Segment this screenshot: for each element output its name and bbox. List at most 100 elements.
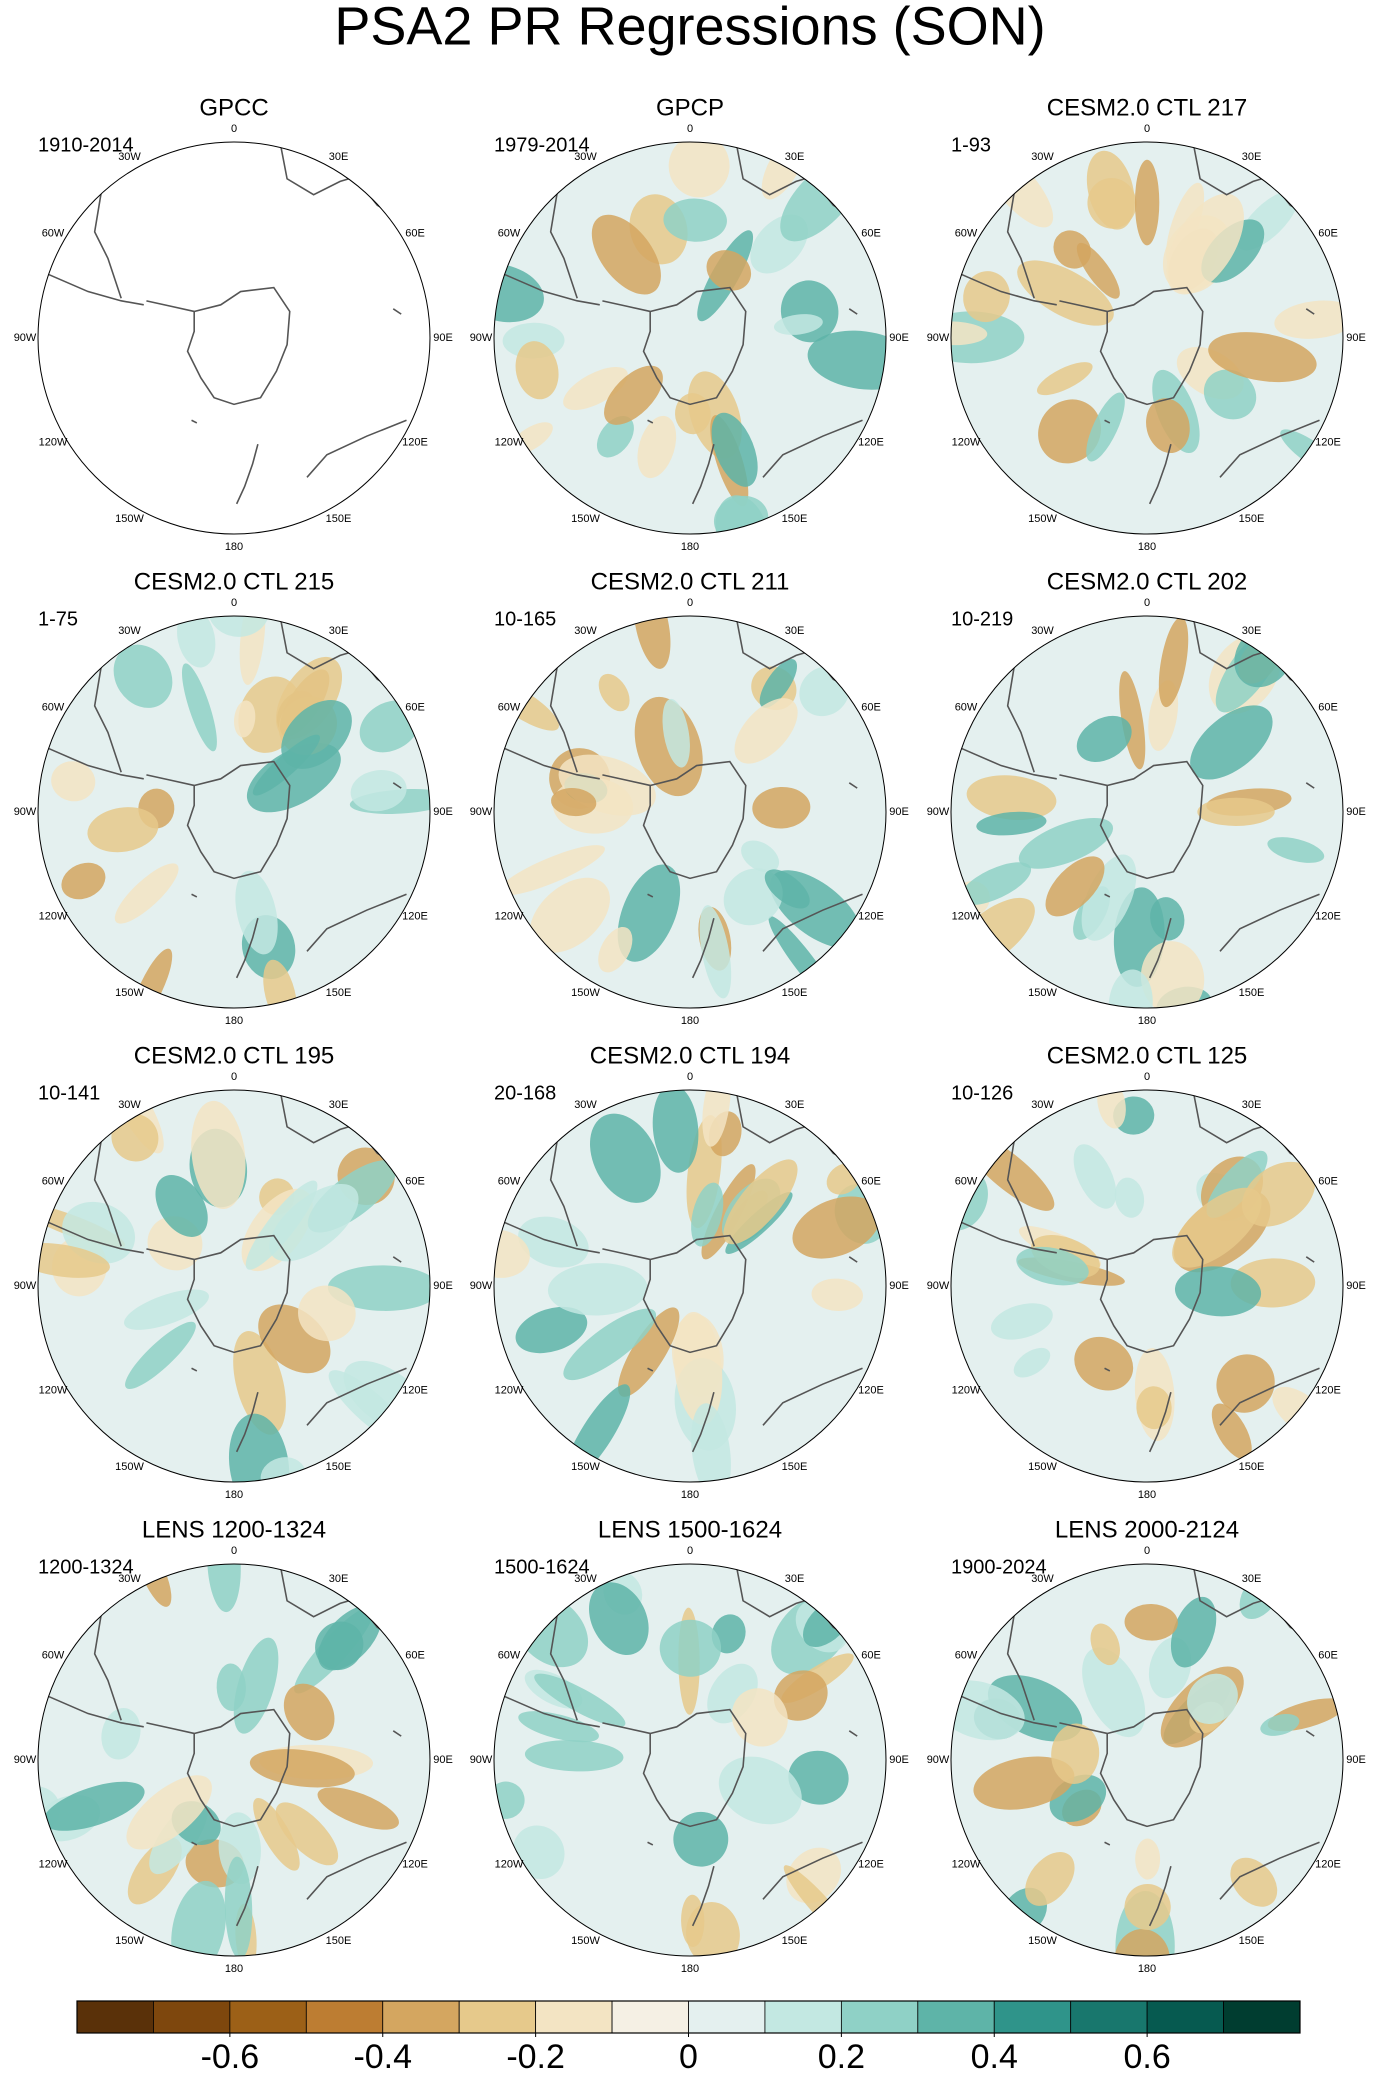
coastline [1219, 1367, 1320, 1426]
coastline [647, 1367, 654, 1372]
colorbar-box [917, 2000, 995, 2034]
colorbar-box [535, 2000, 613, 2034]
longitude-label: 120W [952, 910, 981, 922]
longitude-label: 120W [495, 910, 524, 922]
colorbar-tick-label: -0.4 [353, 2038, 412, 2076]
shading [563, 366, 628, 411]
shading [792, 1196, 881, 1259]
longitude-label: 150E [782, 987, 808, 999]
coastline [1219, 1841, 1320, 1900]
shading [1208, 332, 1317, 383]
map-border [493, 1563, 887, 1957]
shading [752, 786, 811, 829]
shading [233, 1637, 279, 1734]
shading [534, 1673, 626, 1727]
coastlines [47, 1564, 407, 1927]
panel-title: CESM2.0 CTL 125 [1047, 1042, 1248, 1069]
map [38, 616, 430, 1008]
colorbar-box [382, 2000, 460, 2034]
coastlines [47, 1090, 407, 1453]
shading [263, 959, 297, 1008]
shading [515, 1306, 588, 1354]
colorbar-box [1070, 2000, 1148, 2034]
map-border [37, 615, 431, 1009]
coastline [960, 1221, 1057, 1254]
shading [1124, 1883, 1171, 1930]
shading [1150, 897, 1185, 941]
coastline [1099, 1708, 1204, 1828]
coastline [191, 419, 198, 424]
shading [1053, 230, 1091, 269]
coastline [691, 443, 715, 505]
shading [563, 1308, 657, 1381]
longitude-label: 90W [14, 332, 37, 344]
coastline [1099, 1234, 1204, 1354]
coastline [191, 893, 198, 898]
longitude-label: 60E [405, 1649, 425, 1661]
coastline [691, 1865, 715, 1927]
shading [1124, 1603, 1178, 1641]
shading [177, 616, 216, 668]
colorbar-tick-label: 0 [679, 2038, 698, 2076]
colorbar-tick-label: 0.4 [971, 2038, 1018, 2076]
longitude-label: 90W [470, 332, 493, 344]
coastline [146, 1722, 195, 1735]
shading [1267, 837, 1325, 863]
coastline [1104, 1367, 1111, 1372]
longitude-label: 60W [498, 701, 521, 713]
colorbar-box [764, 2000, 842, 2034]
shading [1017, 260, 1114, 326]
coastline [1059, 774, 1108, 787]
shading [788, 1750, 849, 1805]
longitude-label: 60E [405, 701, 425, 713]
shading [114, 863, 179, 924]
shading [1114, 1928, 1170, 1956]
shading [101, 1708, 141, 1760]
shading [207, 616, 270, 637]
shading [269, 1183, 359, 1262]
coastline [146, 1248, 195, 1261]
shading [1114, 1177, 1145, 1218]
coastline [235, 917, 259, 979]
map-border [950, 1563, 1344, 1957]
shading [1076, 715, 1132, 762]
shading [1045, 856, 1105, 917]
longitude-label: 90E [889, 1280, 909, 1292]
map-border [493, 141, 887, 535]
shading [966, 775, 1057, 820]
coastline [146, 774, 195, 787]
coastline [392, 782, 402, 789]
shading [181, 663, 217, 752]
longitude-label: 0 [1144, 597, 1150, 609]
shading [663, 198, 727, 242]
longitude-label: 60W [498, 1649, 521, 1661]
longitude-label: 150W [571, 513, 600, 525]
shading [976, 811, 1047, 836]
map-background [38, 142, 430, 534]
longitude-label: 30E [785, 1573, 805, 1585]
coastline [306, 1367, 407, 1426]
shading [1018, 817, 1114, 869]
shading [191, 1100, 246, 1210]
longitude-label: 150E [326, 987, 352, 999]
panel-period: 1200-1324 [38, 1556, 134, 1578]
panel-period: 1-75 [38, 608, 78, 630]
shading [547, 1263, 648, 1316]
shading [723, 1159, 798, 1245]
longitude-label: 180 [225, 1963, 243, 1975]
coastline [1059, 1248, 1108, 1261]
panel-period: 10-165 [494, 608, 556, 630]
coastline [503, 1221, 600, 1254]
colorbar-box [840, 2000, 919, 2034]
longitude-label: 60W [955, 1175, 978, 1187]
longitude-label: 150W [571, 1461, 600, 1473]
longitude-label: 90W [470, 1754, 493, 1766]
coastline [960, 273, 1057, 306]
shading [218, 1812, 261, 1885]
coastline [1148, 443, 1172, 505]
longitude-label: 120E [402, 1858, 428, 1870]
longitude-label: 30W [1031, 1573, 1054, 1585]
shading [759, 659, 798, 708]
shading [686, 1902, 740, 1956]
shading [598, 926, 633, 973]
